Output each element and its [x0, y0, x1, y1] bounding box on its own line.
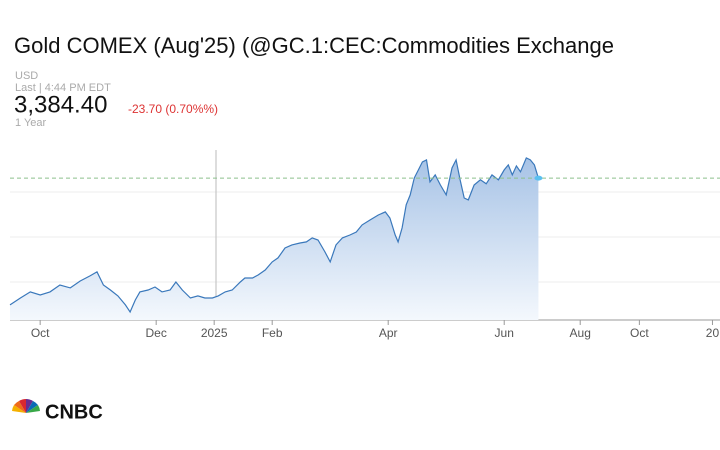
price: 3,384.40	[14, 91, 107, 118]
x-tick-label: Apr	[379, 326, 398, 340]
x-tick-label: Oct	[31, 326, 50, 340]
logo-text: CNBC	[45, 401, 103, 423]
change: -23.70 (0.70%%)	[128, 102, 218, 116]
last-time: Last | 4:44 PM EDT	[15, 82, 111, 94]
line	[9, 157, 539, 314]
logo: CNBC	[12, 399, 103, 423]
chart-title: Gold COMEX (Aug'25) (@GC.1:CEC:Commoditi…	[14, 33, 614, 58]
area	[10, 157, 539, 320]
x-tick-label: Jun	[495, 326, 514, 340]
x-tick-label: 2025	[201, 326, 228, 340]
last-point	[534, 175, 543, 181]
x-tick-label: 20	[706, 326, 720, 340]
currency: USD	[15, 70, 38, 82]
x-tick-label: Oct	[630, 326, 649, 340]
range: 1 Year	[15, 117, 47, 129]
x-tick-label: Aug	[570, 326, 591, 340]
x-tick-label: Feb	[262, 326, 283, 340]
x-tick-label: Dec	[146, 326, 167, 340]
